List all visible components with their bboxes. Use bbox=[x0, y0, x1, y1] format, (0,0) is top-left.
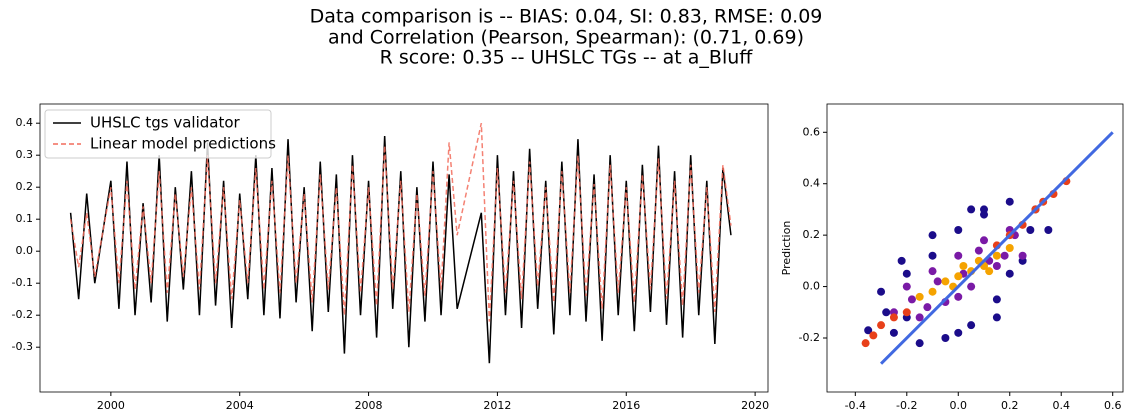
legend-label: Linear model predictions bbox=[90, 135, 276, 153]
y-tick-label: 0.4 bbox=[803, 177, 821, 190]
y-tick-label: 0.1 bbox=[16, 212, 34, 225]
scatter-point bbox=[889, 328, 898, 337]
fit-line bbox=[879, 131, 1114, 365]
scatter-point bbox=[1005, 197, 1014, 206]
scatter-point bbox=[1044, 226, 1053, 234]
scatter-point bbox=[882, 308, 891, 317]
x-tick-label: 2008 bbox=[355, 399, 383, 412]
scatter-point bbox=[928, 287, 937, 296]
scatter-point bbox=[907, 295, 916, 304]
scatter-point bbox=[928, 267, 937, 276]
suptitle: Data comparison is -- BIAS: 0.04, SI: 0.… bbox=[310, 6, 823, 28]
scatter-point bbox=[992, 251, 1001, 260]
scatter-point bbox=[902, 269, 911, 278]
scatter-point bbox=[902, 282, 911, 291]
x-tick-label: 0.0 bbox=[950, 399, 968, 412]
y-tick-label: -0.2 bbox=[799, 331, 820, 344]
y-axis-label: Prediction bbox=[780, 221, 793, 276]
scatter-point bbox=[1000, 251, 1009, 260]
x-tick-label: -0.4 bbox=[845, 399, 866, 412]
scatter-point bbox=[915, 313, 924, 322]
axes-frame bbox=[826, 103, 1124, 393]
scatter-point bbox=[915, 292, 924, 301]
scatter-point bbox=[1026, 226, 1035, 234]
scatter-point bbox=[954, 251, 963, 260]
scatter-point bbox=[877, 287, 886, 296]
scatter-point bbox=[954, 272, 963, 281]
y-tick-label: 0.6 bbox=[803, 125, 821, 138]
y-tick-label: 0.2 bbox=[803, 228, 821, 241]
y-tick-label: -0.2 bbox=[12, 308, 33, 321]
scatter-point bbox=[992, 295, 1001, 304]
scatter-point bbox=[992, 313, 1001, 322]
scatter-point bbox=[877, 321, 886, 330]
scatter-point bbox=[980, 205, 989, 214]
legend-box bbox=[44, 109, 272, 159]
x-tick-label: 2000 bbox=[97, 399, 125, 412]
y-tick-label: 0.3 bbox=[16, 148, 34, 161]
x-tick-label: 0.2 bbox=[1001, 399, 1019, 412]
scatter-point bbox=[992, 262, 1001, 270]
scatter-point bbox=[954, 226, 963, 234]
scatter-point bbox=[897, 256, 906, 265]
scatter-point bbox=[928, 231, 937, 240]
scatter-point bbox=[954, 292, 963, 301]
scatter-point bbox=[941, 334, 950, 342]
scatter-point bbox=[869, 331, 878, 340]
scatter-point bbox=[861, 339, 870, 348]
scatter-point bbox=[985, 267, 994, 276]
scatter-point bbox=[959, 262, 968, 270]
plot-area bbox=[69, 123, 732, 364]
suptitle: R score: 0.35 -- UHSLC TGs -- at a_Bluff bbox=[380, 47, 754, 69]
scatter-point bbox=[967, 282, 976, 291]
series-line bbox=[69, 135, 732, 364]
y-tick-label: -0.1 bbox=[12, 276, 33, 289]
scatter-point bbox=[902, 308, 911, 317]
y-tick-label: 0.4 bbox=[16, 116, 34, 129]
x-tick-label: 2016 bbox=[612, 399, 640, 412]
x-tick-label: 2004 bbox=[226, 399, 254, 412]
series-line bbox=[69, 123, 732, 322]
scatter-point bbox=[933, 277, 942, 286]
scatter-point bbox=[915, 339, 924, 348]
scatter-point bbox=[1005, 269, 1014, 278]
x-tick-label: 2020 bbox=[741, 399, 769, 412]
x-tick-label: -0.2 bbox=[896, 399, 917, 412]
y-tick-label: 0.0 bbox=[16, 244, 34, 257]
x-tick-label: 0.6 bbox=[1104, 399, 1122, 412]
scatter-point bbox=[974, 246, 983, 255]
legend-label: UHSLC tgs validator bbox=[90, 114, 241, 132]
scatter-point bbox=[923, 303, 932, 312]
x-tick-label: 2012 bbox=[483, 399, 511, 412]
x-tick-label: 0.4 bbox=[1052, 399, 1070, 412]
scatter-point bbox=[967, 205, 976, 214]
scatter-point bbox=[1018, 251, 1027, 260]
scatter-point bbox=[1005, 244, 1014, 252]
suptitle: and Correlation (Pearson, Spearman): (0.… bbox=[328, 27, 804, 49]
scatter-point bbox=[864, 326, 873, 335]
scatter-point bbox=[967, 321, 976, 330]
scatter-point bbox=[954, 328, 963, 337]
axes-frame bbox=[39, 103, 769, 393]
scatter-point bbox=[980, 236, 989, 245]
y-tick-label: -0.3 bbox=[12, 340, 33, 353]
plot-area bbox=[861, 131, 1114, 365]
scatter-point bbox=[889, 313, 898, 322]
scatter-point bbox=[928, 251, 937, 260]
y-tick-label: 0.2 bbox=[16, 180, 34, 193]
scatter-point bbox=[941, 277, 950, 286]
y-tick-label: 0.0 bbox=[803, 280, 821, 293]
